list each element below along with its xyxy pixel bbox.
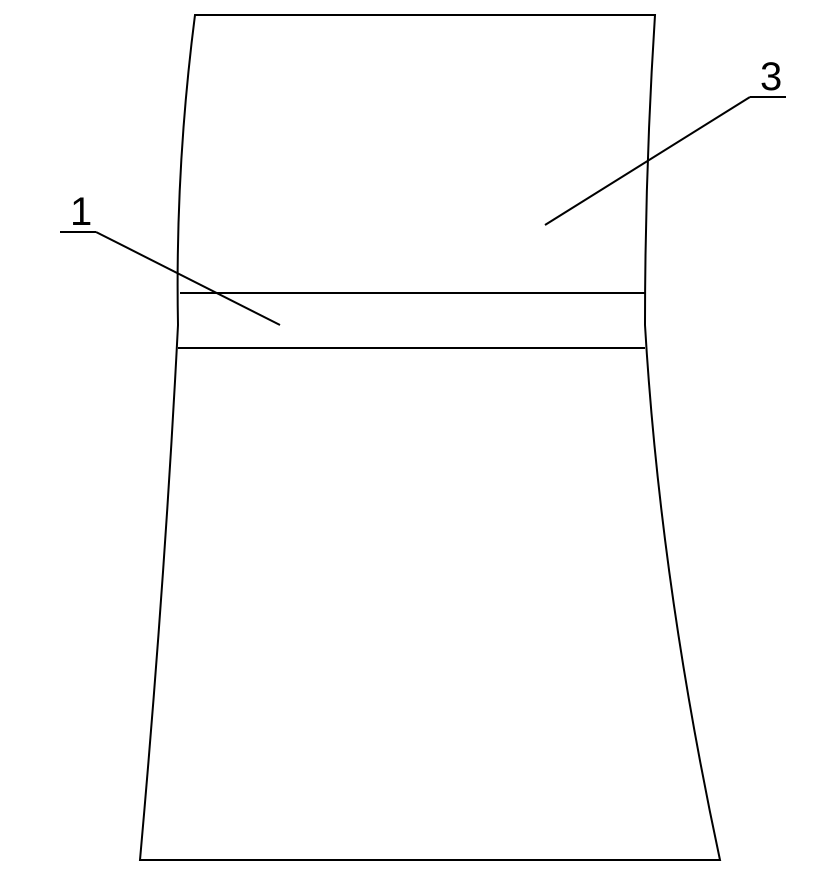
label-1-leader — [96, 232, 280, 325]
technical-diagram: 1 3 — [0, 0, 832, 872]
label-3-group: 3 — [545, 55, 786, 225]
label-1-text: 1 — [70, 190, 92, 234]
label-3-leader — [545, 97, 750, 225]
vessel-outline — [140, 15, 720, 860]
label-3-text: 3 — [760, 55, 782, 99]
label-1-group: 1 — [60, 190, 280, 325]
band-group — [178, 293, 646, 348]
vessel-path — [140, 15, 720, 860]
